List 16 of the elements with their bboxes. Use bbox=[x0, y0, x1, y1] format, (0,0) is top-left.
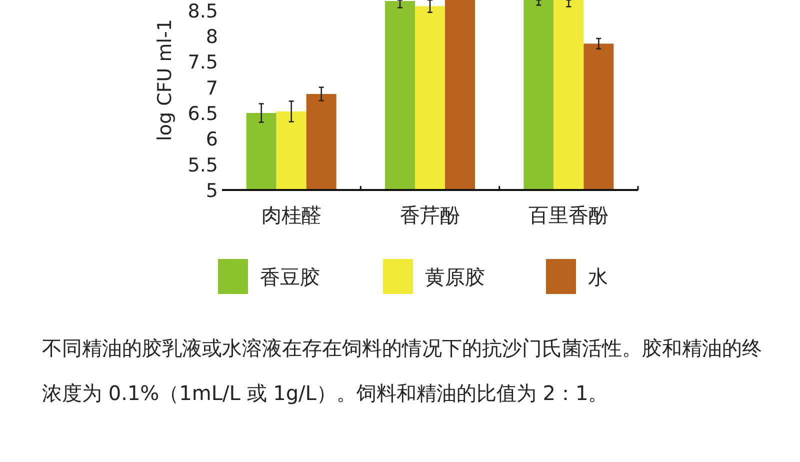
x-tick-label: 香芹酚 bbox=[400, 203, 460, 227]
x-tick-label: 肉桂醛 bbox=[261, 203, 322, 227]
y-tick-label: 6 bbox=[206, 128, 218, 151]
y-tick-label: 8.5 bbox=[188, 0, 218, 22]
y-tick-label: 7.5 bbox=[188, 52, 218, 74]
legend-label: 黄原胶 bbox=[425, 265, 485, 289]
y-tick-label: 6.5 bbox=[188, 102, 218, 125]
y-tick-label: 5.5 bbox=[188, 154, 218, 176]
y-axis-title: log CFU ml-1 bbox=[154, 19, 176, 141]
y-tick-label: 5 bbox=[206, 180, 218, 202]
y-tick-label: 8 bbox=[206, 26, 218, 48]
legend-label: 香豆胶 bbox=[260, 265, 320, 289]
y-tick-label: 7 bbox=[206, 77, 218, 100]
legend-label: 水 bbox=[588, 265, 608, 289]
x-tick-label: 百里香酚 bbox=[528, 203, 609, 227]
text: 不同精油的胶乳液或水溶液在存在饲料的情况下的抗沙门氏菌活性。胶和精油的终浓度为 0.1%（1mL/L 或 1g/L）。饲料和精油的比值为 2：1。 bbox=[42, 335, 762, 407]
